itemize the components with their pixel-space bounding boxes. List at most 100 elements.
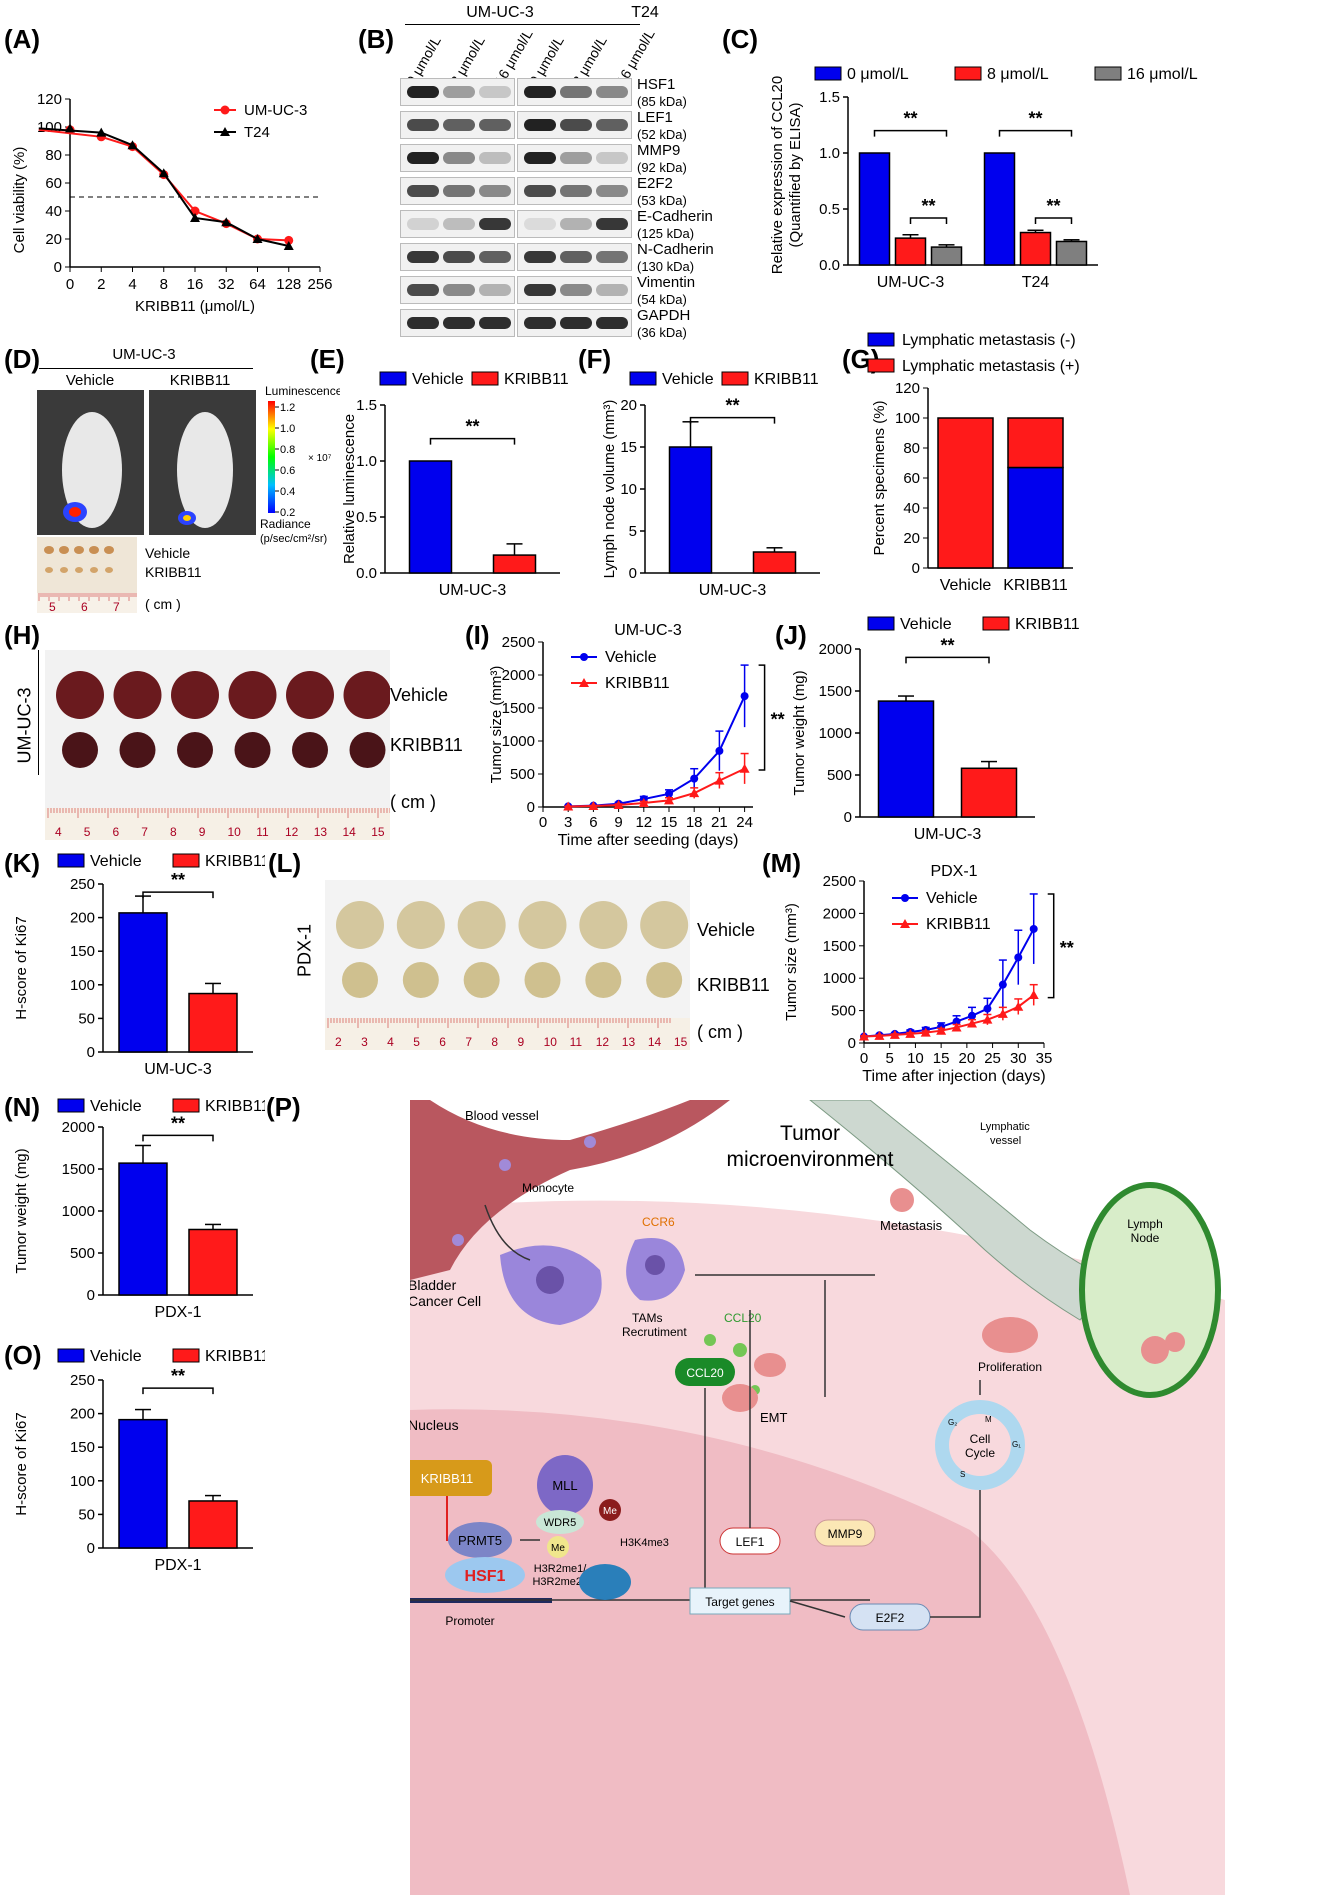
scale-tick-label: 1.2 [280, 402, 295, 414]
category-label-c: T24 [1022, 274, 1050, 291]
legend-swatch-c-1 [954, 66, 982, 81]
legend-text-o-0: Vehicle [90, 1348, 142, 1365]
band [596, 152, 628, 164]
y-tick-label-k: 50 [78, 1010, 95, 1027]
curve-t24 [38, 127, 289, 247]
ruler-label: 6 [439, 1035, 446, 1049]
ruler-label: 10 [544, 1035, 558, 1049]
significance-marker: ** [171, 870, 185, 890]
tumor-vehicle [396, 901, 445, 949]
axis-label-k-y: H-score of Ki67 [13, 916, 30, 1019]
x-tick-label: 15 [933, 1050, 950, 1067]
point-kribb11 [664, 795, 674, 805]
band [407, 86, 439, 98]
legend-swatch-f-0 [629, 371, 657, 386]
label-me-1: Me [551, 1543, 565, 1554]
y-tick-label-f: 10 [620, 481, 637, 498]
bar-k-vehicle [118, 912, 168, 1053]
significance-bracket [429, 437, 516, 445]
y-tick-label-g: 60 [903, 470, 920, 487]
y-tick-label-a: 0 [54, 259, 62, 276]
category-label-e: UM-UC-3 [439, 582, 507, 599]
label-blood-vessel: Blood vessel [465, 1108, 539, 1123]
scale-title: Luminescence [265, 385, 340, 398]
point-kribb11 [859, 1031, 869, 1041]
ruler-label: 13 [314, 825, 328, 839]
y-tick-label: 2500 [823, 873, 856, 890]
significance-marker: ** [465, 417, 479, 437]
legend-swatch-k-0 [57, 853, 85, 868]
point-vehicle [998, 980, 1007, 989]
tumor-kribb11 [524, 962, 561, 998]
blot-strip-n-cadherin [517, 243, 632, 271]
significance-marker: ** [903, 109, 917, 129]
band [443, 119, 475, 131]
band [596, 284, 628, 296]
blot-strip-hsf1 [400, 78, 515, 106]
tumor-kribb11 [292, 732, 328, 768]
label-lymph-2: Node [1131, 1231, 1160, 1245]
label-emt: EMT [760, 1410, 788, 1425]
blot-underline-umuc3 [405, 24, 610, 25]
band [479, 284, 511, 296]
x-tick-label-a: 256 [307, 276, 332, 293]
band [479, 218, 511, 230]
panel-a-chart: Cell viability (%) KRIBB11 (μmol/L) 0204… [11, 91, 333, 315]
legend-text-j-1: KRIBB11 [1015, 616, 1080, 633]
ruler-label: 6 [113, 825, 120, 839]
mll-protein [537, 1455, 593, 1515]
point-vehicle [690, 774, 699, 783]
ruler-label: 14 [343, 825, 357, 839]
protein-label-e2f2: E2F2 (53 kDa) [637, 175, 687, 208]
y-tick-label-a: 120 [37, 91, 62, 108]
label-prmt5: PRMT5 [458, 1533, 502, 1548]
point-kribb11 [739, 763, 750, 773]
ruler-label: 9 [518, 1035, 525, 1049]
tumor-kribb11 [119, 732, 156, 768]
point-kribb11 [920, 1027, 931, 1037]
point-kribb11 [982, 1014, 993, 1024]
legend-text-n-1: KRIBB11 [205, 1098, 265, 1115]
ruler-label: 8 [170, 825, 177, 839]
panel-n-chart: Vehicle KRIBB11 Tumor weight (mg) 0 500 1000 1… [13, 1098, 265, 1321]
ruler-label: 15 [371, 825, 385, 839]
significance-bracket [905, 656, 990, 664]
point-kribb11 [997, 1008, 1008, 1018]
legend-marker-t24 [220, 127, 230, 136]
growth-line-vehicle [863, 928, 1035, 1038]
point-kribb11 [905, 1028, 916, 1038]
legend-text-m-1: KRIBB11 [926, 916, 991, 933]
lymph-node-vehicle [104, 546, 114, 554]
y-tick-label-f: 0 [629, 565, 637, 582]
tumor-vehicle [171, 671, 219, 719]
category-label-n: PDX-1 [154, 1304, 201, 1321]
mouse-silhouette-kribb11 [177, 412, 233, 528]
chart-title-m: PDX-1 [930, 863, 977, 880]
y-tick-label-k: 150 [70, 943, 95, 960]
significance-bracket [909, 217, 948, 224]
point-vehicle [968, 1011, 976, 1020]
x-tick-label-a: 16 [187, 276, 204, 293]
point-vehicle [740, 692, 749, 701]
label-h3r-1: H3R2me1/ [534, 1563, 588, 1575]
x-tick-label: 0 [539, 814, 547, 831]
axis-label-n-y: Tumor weight (mg) [13, 1148, 30, 1273]
panel-h-tumor-photo: UM-UC-3 4 5 6 7 8 9 10 11 12 13 14 15 Vehicle KRIBB… [10, 650, 463, 850]
y-tick-label-c: 0.5 [819, 201, 840, 218]
band [443, 185, 475, 197]
y-tick-label: 1000 [823, 970, 856, 987]
tumor-row-kribb11-h: KRIBB11 [390, 735, 463, 755]
tumor-vehicle [286, 671, 334, 719]
y-tick-label-f: 20 [620, 397, 637, 414]
panel-label-f: (F) [578, 344, 612, 374]
x-tick-label: 5 [886, 1050, 894, 1067]
y-tick-label-e: 1.0 [356, 453, 377, 470]
imaging-label-vehicle: Vehicle [65, 372, 115, 389]
point-kribb11 [951, 1022, 962, 1032]
tumor-kribb11 [585, 962, 622, 998]
label-e2f2: E2F2 [876, 1611, 905, 1625]
point-vehicle [665, 789, 673, 798]
stacked-bar-kribb11-0 [1007, 466, 1064, 569]
legend-text-i-1: KRIBB11 [605, 675, 670, 692]
blot-strip-vimentin [400, 276, 515, 304]
